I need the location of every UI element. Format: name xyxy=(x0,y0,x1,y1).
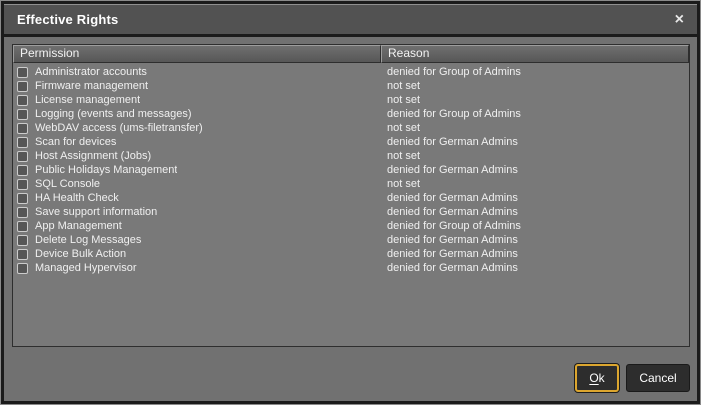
row-checkbox[interactable] xyxy=(17,262,28,274)
table-body: Administrator accounts denied for Group … xyxy=(13,63,689,346)
reason-label: denied for German Admins xyxy=(387,248,518,260)
row-checkbox[interactable] xyxy=(17,66,28,78)
reason-label: not set xyxy=(387,178,421,190)
table-row[interactable]: Delete Log Messages denied for German Ad… xyxy=(13,233,689,247)
table-row[interactable]: Managed Hypervisor denied for German Adm… xyxy=(13,261,689,275)
permission-label: Delete Log Messages xyxy=(35,234,142,246)
column-header-reason[interactable]: Reason xyxy=(381,45,689,63)
permission-label: SQL Console xyxy=(35,178,101,190)
row-checkbox[interactable] xyxy=(17,108,28,120)
rights-table: Permission Reason Administrator accounts… xyxy=(12,44,690,347)
ok-button[interactable]: Ok xyxy=(575,364,619,392)
column-header-permission[interactable]: Permission xyxy=(13,45,381,63)
permission-label: Firmware management xyxy=(35,80,149,92)
row-checkbox[interactable] xyxy=(17,122,28,134)
row-checkbox[interactable] xyxy=(17,234,28,246)
table-row[interactable]: Host Assignment (Jobs) not set xyxy=(13,149,689,163)
row-checkbox[interactable] xyxy=(17,192,28,204)
row-checkbox[interactable] xyxy=(17,164,28,176)
row-checkbox[interactable] xyxy=(17,178,28,190)
reason-label: not set xyxy=(387,150,421,162)
table-row[interactable]: Device Bulk Action denied for German Adm… xyxy=(13,247,689,261)
row-checkbox[interactable] xyxy=(17,220,28,232)
table-row[interactable]: License management not set xyxy=(13,93,689,107)
row-checkbox[interactable] xyxy=(17,136,28,148)
reason-label: denied for German Admins xyxy=(387,234,518,246)
table-row[interactable]: Firmware management not set xyxy=(13,79,689,93)
table-row[interactable]: Public Holidays Management denied for Ge… xyxy=(13,163,689,177)
table-row[interactable]: App Management denied for Group of Admin… xyxy=(13,219,689,233)
dialog-title: Effective Rights xyxy=(17,12,119,27)
table-row[interactable]: HA Health Check denied for German Admins xyxy=(13,191,689,205)
button-bar: Ok Cancel xyxy=(575,364,690,392)
reason-label: denied for Group of Admins xyxy=(387,66,521,78)
permission-label: App Management xyxy=(35,220,122,232)
row-checkbox[interactable] xyxy=(17,248,28,260)
permission-label: Logging (events and messages) xyxy=(35,108,192,120)
permission-label: HA Health Check xyxy=(35,192,119,204)
row-checkbox[interactable] xyxy=(17,80,28,92)
reason-label: not set xyxy=(387,94,421,106)
reason-label: denied for Group of Admins xyxy=(387,108,521,120)
cancel-button[interactable]: Cancel xyxy=(626,364,690,392)
reason-label: denied for German Admins xyxy=(387,192,518,204)
reason-label: denied for German Admins xyxy=(387,136,518,148)
permission-label: License management xyxy=(35,94,141,106)
permission-label: Scan for devices xyxy=(35,136,117,148)
permission-label: Managed Hypervisor xyxy=(35,262,137,274)
dialog-titlebar[interactable]: Effective Rights × xyxy=(4,4,697,34)
table-row[interactable]: Save support information denied for Germ… xyxy=(13,205,689,219)
reason-label: denied for German Admins xyxy=(387,262,518,274)
row-checkbox[interactable] xyxy=(17,94,28,106)
close-icon[interactable]: × xyxy=(674,10,684,28)
row-checkbox[interactable] xyxy=(17,206,28,218)
table-row[interactable]: SQL Console not set xyxy=(13,177,689,191)
reason-label: not set xyxy=(387,80,421,92)
reason-label: denied for Group of Admins xyxy=(387,220,521,232)
table-row[interactable]: Scan for devices denied for German Admin… xyxy=(13,135,689,149)
permission-label: Administrator accounts xyxy=(35,66,147,78)
reason-label: denied for German Admins xyxy=(387,164,518,176)
row-checkbox[interactable] xyxy=(17,150,28,162)
table-row[interactable]: WebDAV access (ums-filetransfer) not set xyxy=(13,121,689,135)
table-row[interactable]: Administrator accounts denied for Group … xyxy=(13,65,689,79)
permission-label: Save support information xyxy=(35,206,158,218)
reason-label: denied for German Admins xyxy=(387,206,518,218)
reason-label: not set xyxy=(387,122,421,134)
table-header-row: Permission Reason xyxy=(13,45,689,63)
table-row[interactable]: Logging (events and messages) denied for… xyxy=(13,107,689,121)
permission-label: Host Assignment (Jobs) xyxy=(35,150,152,162)
permission-label: WebDAV access (ums-filetransfer) xyxy=(35,122,203,134)
dialog-content: Permission Reason Administrator accounts… xyxy=(4,37,697,401)
permission-label: Public Holidays Management xyxy=(35,164,178,176)
permission-label: Device Bulk Action xyxy=(35,248,127,260)
